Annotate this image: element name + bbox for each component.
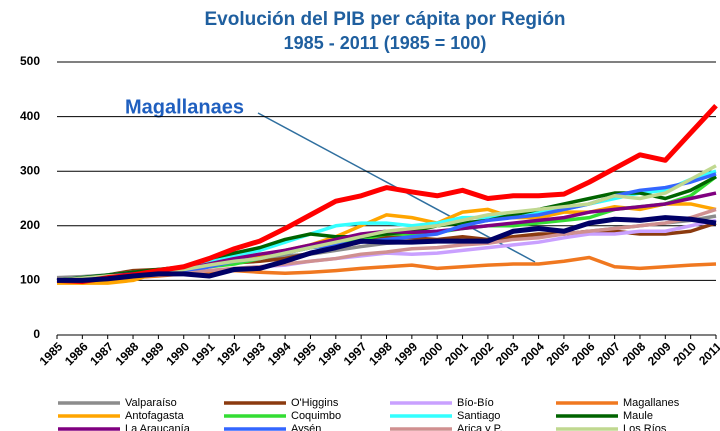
x-tick-label: 1986 bbox=[62, 339, 91, 368]
x-tick-label: 1998 bbox=[366, 339, 395, 368]
x-tick-label: 1993 bbox=[239, 339, 268, 368]
x-tick-label: 1987 bbox=[87, 339, 116, 368]
x-tick-label: 2000 bbox=[417, 339, 446, 368]
x-tick-label: 2008 bbox=[620, 339, 649, 368]
y-tick-label: 200 bbox=[20, 218, 40, 232]
x-tick-label: 1991 bbox=[189, 339, 218, 368]
y-tick-label: 400 bbox=[20, 109, 40, 123]
x-tick-label: 1988 bbox=[113, 339, 142, 368]
x-tick-label: 1985 bbox=[37, 339, 66, 368]
x-tick-label: 2003 bbox=[493, 339, 522, 368]
x-tick-label: 2009 bbox=[645, 339, 674, 368]
x-tick-label: 1992 bbox=[214, 339, 243, 368]
x-tick-label: 2005 bbox=[544, 339, 573, 368]
x-tick-label: 1999 bbox=[391, 339, 420, 368]
x-tick-label: 1996 bbox=[315, 339, 344, 368]
x-tick-label: 1994 bbox=[265, 339, 294, 368]
legend-label: Bío-Bío bbox=[457, 397, 494, 409]
series-line bbox=[57, 215, 717, 283]
annotation: Magallanaes bbox=[125, 96, 244, 118]
chart-subtitle: 1985 - 2011 (1985 = 100) bbox=[284, 33, 487, 53]
x-tick-label: 2011 bbox=[696, 339, 720, 368]
legend-label: Santiago bbox=[457, 410, 500, 422]
x-tick-label: 2010 bbox=[670, 339, 699, 368]
legend-label: Maule bbox=[623, 410, 653, 422]
y-tick-label: 500 bbox=[20, 54, 40, 68]
legend-label: Antofagasta bbox=[125, 410, 185, 422]
y-tick-label: 100 bbox=[20, 273, 40, 287]
legend-label: Coquimbo bbox=[291, 410, 341, 422]
x-tick-label: 1990 bbox=[163, 339, 192, 368]
legend-label: Magallanes bbox=[623, 397, 680, 409]
x-tick-label: 2004 bbox=[518, 339, 547, 368]
legend-label: Los Ríos bbox=[623, 423, 667, 431]
x-tick-label: 1989 bbox=[138, 339, 167, 368]
chart-title: Evolución del PIB per cápita por Región bbox=[204, 9, 565, 30]
x-tick-label: 1997 bbox=[341, 339, 370, 368]
legend-label: La Araucanía bbox=[125, 423, 191, 431]
legend-label: Arica y P. bbox=[457, 423, 503, 431]
x-tick-label: 2007 bbox=[594, 339, 623, 368]
y-tick-label: 300 bbox=[20, 163, 40, 177]
x-tick-label: 2002 bbox=[467, 339, 496, 368]
x-tick-label: 2006 bbox=[569, 339, 598, 368]
y-tick-label: 0 bbox=[33, 327, 40, 341]
x-tick-label: 2001 bbox=[442, 339, 471, 368]
legend-label: O'Higgins bbox=[291, 397, 339, 409]
x-tick-label: 1995 bbox=[290, 339, 319, 368]
legend-label: Aysén bbox=[291, 423, 321, 431]
series-line bbox=[56, 103, 718, 284]
legend-label: Valparaíso bbox=[125, 397, 177, 409]
